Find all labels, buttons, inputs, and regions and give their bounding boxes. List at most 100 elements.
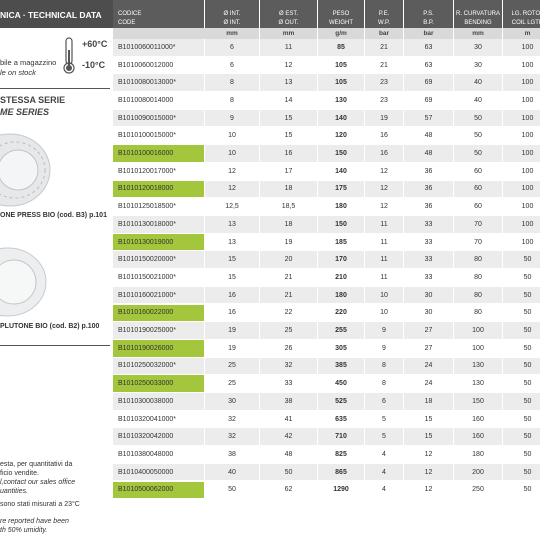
value-cell: 100 — [503, 163, 540, 180]
table-row: B1010320041000* 32 41 635 5 15 160 50 — [113, 410, 540, 429]
value-cell: 50 — [503, 340, 540, 357]
code-cell: B1010120018000 — [113, 180, 205, 198]
value-cell: 38 — [260, 393, 318, 410]
table-row: B1010150021000* 15 21 210 11 33 80 50 — [113, 269, 540, 287]
hose-image — [0, 133, 51, 207]
value-cell: 130 — [318, 92, 365, 109]
value-cell: 15 — [404, 410, 454, 428]
value-cell: 70 — [454, 216, 503, 233]
unit-cell: bar — [365, 28, 404, 39]
value-cell: 80 — [454, 251, 503, 269]
value-cell: 130 — [454, 357, 503, 375]
value-cell: 50 — [503, 446, 540, 463]
value-cell: 105 — [318, 56, 365, 74]
table-row: B1010250033000 25 33 450 8 24 130 50 — [113, 375, 540, 393]
value-cell: 50 — [503, 358, 540, 375]
value-cell: 41 — [260, 410, 318, 428]
code-cell: B1010100015000* — [113, 127, 205, 145]
header-cell: WEIGHT — [318, 17, 365, 28]
table-row: B1010160022000 16 22 220 10 30 80 50 — [113, 304, 540, 323]
temp-max: +60°C — [82, 39, 108, 49]
code-cell: B1010500062000 — [113, 481, 205, 499]
value-cell: 100 — [503, 39, 540, 56]
value-cell: 15 — [205, 251, 260, 269]
value-cell: 50 — [503, 322, 540, 339]
value-cell: 210 — [318, 269, 365, 286]
value-cell: 18 — [260, 180, 318, 198]
header-cell: Ø INT. — [205, 0, 260, 17]
unit-cell: mm — [260, 28, 318, 39]
note: esta, per quantitativi da — [0, 461, 73, 468]
value-cell: 36 — [404, 198, 454, 215]
value-cell: 21 — [260, 286, 318, 304]
value-cell: 255 — [318, 322, 365, 339]
value-cell: 4 — [365, 463, 404, 481]
header-cell: P.E. — [365, 0, 404, 17]
code-cell: B1010320041000* — [113, 410, 205, 428]
header-cell: PESO — [318, 0, 365, 17]
header-cell: LG. ROTOL — [503, 0, 540, 17]
value-cell: 18 — [260, 216, 318, 233]
value-cell: 11 — [260, 39, 318, 56]
value-cell: 30 — [205, 393, 260, 410]
value-cell: 32 — [260, 357, 318, 375]
section-title: NICA · TECHNICAL DATA — [0, 10, 102, 20]
table-row: B1010060012000 6 12 105 21 63 30 100 — [113, 56, 540, 75]
value-cell: 6 — [205, 39, 260, 56]
value-cell: 26 — [260, 339, 318, 357]
header-cell: Ø OUT. — [260, 17, 318, 28]
value-cell: 130 — [454, 375, 503, 392]
note: re reported have been — [0, 518, 69, 525]
note: th 50% umidity. — [0, 527, 48, 534]
value-cell: 6 — [365, 393, 404, 410]
value-cell: 305 — [318, 339, 365, 357]
value-cell: 19 — [205, 339, 260, 357]
value-cell: 16 — [205, 286, 260, 304]
value-cell: 120 — [318, 127, 365, 145]
table-row: B1010120017000* 12 17 140 12 36 60 100 — [113, 162, 540, 181]
value-cell: 21 — [260, 269, 318, 286]
code-cell: B1010320042000 — [113, 428, 205, 446]
value-cell: 825 — [318, 446, 365, 463]
value-cell: 150 — [454, 393, 503, 410]
value-cell: 24 — [404, 375, 454, 392]
table-row: B1010100015000* 10 15 120 16 48 50 100 — [113, 127, 540, 146]
code-cell: B1010300038000 — [113, 393, 205, 410]
value-cell: 200 — [454, 463, 503, 481]
value-cell: 32 — [205, 428, 260, 446]
value-cell: 60 — [454, 162, 503, 180]
value-cell: 180 — [318, 286, 365, 304]
value-cell: 100 — [503, 128, 540, 145]
value-cell: 8 — [365, 357, 404, 375]
value-cell: 220 — [318, 304, 365, 322]
value-cell: 50 — [503, 428, 540, 445]
value-cell: 60 — [454, 198, 503, 215]
value-cell: 48 — [404, 145, 454, 162]
value-cell: 50 — [503, 269, 540, 286]
value-cell: 36 — [404, 180, 454, 198]
value-cell: 21 — [365, 56, 404, 74]
value-cell: 1290 — [318, 481, 365, 499]
value-cell: 50 — [454, 145, 503, 162]
value-cell: 4 — [365, 481, 404, 499]
code-cell: B1010120017000* — [113, 162, 205, 180]
value-cell: 50 — [503, 251, 540, 268]
value-cell: 21 — [365, 39, 404, 56]
code-cell: B1010130018000* — [113, 216, 205, 233]
unit-cell: g/m — [318, 28, 365, 39]
value-cell: 9 — [365, 322, 404, 339]
code-cell: B1010060011000* — [113, 39, 205, 56]
value-cell: 100 — [503, 181, 540, 198]
value-cell: 27 — [404, 339, 454, 357]
value-cell: 30 — [454, 56, 503, 74]
value-cell: 19 — [365, 109, 404, 127]
temp-min: -10°C — [82, 60, 106, 70]
stock-it: bile a magazzino — [0, 58, 57, 67]
table-row: B1010250032000* 25 32 385 8 24 130 50 — [113, 357, 540, 376]
value-cell: 33 — [404, 233, 454, 251]
value-cell: 12 — [205, 162, 260, 180]
value-cell: 4 — [365, 446, 404, 463]
code-cell: B1010160021000* — [113, 286, 205, 304]
value-cell: 150 — [318, 145, 365, 162]
code-cell: B1010190025000* — [113, 322, 205, 339]
